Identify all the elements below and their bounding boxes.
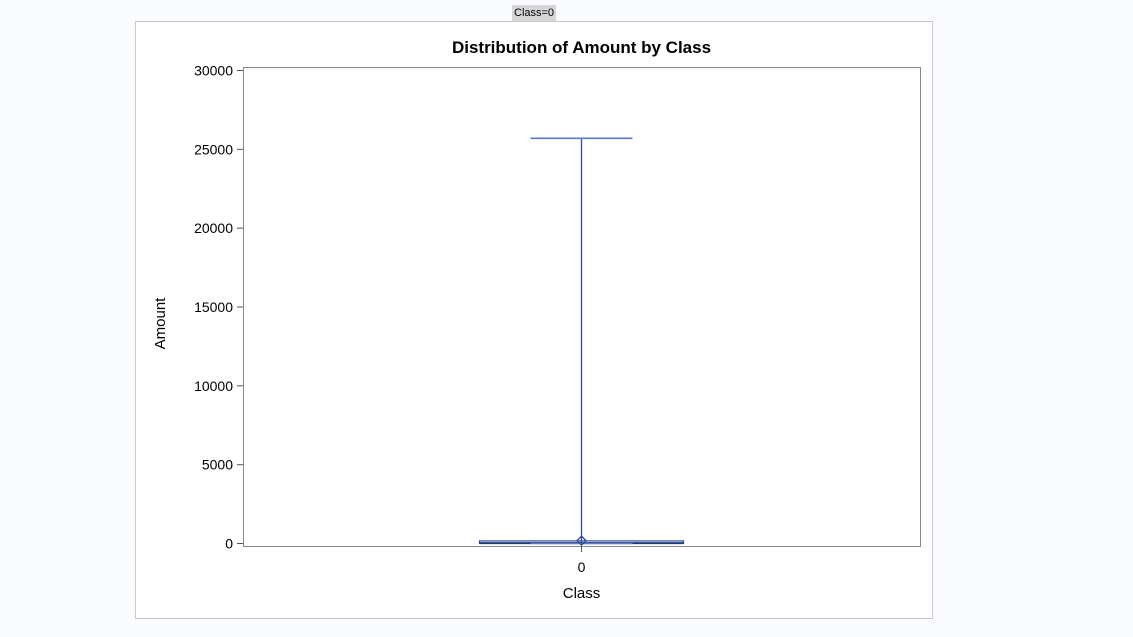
mean-marker bbox=[576, 535, 587, 547]
y-tick-label: 5000 bbox=[202, 457, 233, 473]
y-axis-label: Amount bbox=[152, 297, 169, 350]
x-axis-label: Class bbox=[563, 585, 601, 602]
page-label: Class=0 bbox=[512, 5, 557, 21]
y-tick-label: 0 bbox=[225, 536, 233, 552]
x-axis: 0 bbox=[578, 546, 586, 575]
y-axis: 0 5000 10000 15000 20000 25000 30000 bbox=[194, 63, 243, 552]
graph-frame: Distribution of Amount by Class 0 5000 100… bbox=[135, 21, 933, 619]
box-plot-chart: Distribution of Amount by Class 0 5000 100… bbox=[152, 38, 921, 602]
y-tick-label: 20000 bbox=[194, 220, 233, 236]
y-tick-label: 10000 bbox=[194, 378, 233, 394]
box-group bbox=[478, 137, 685, 547]
x-tick-label: 0 bbox=[578, 559, 586, 575]
y-tick-label: 30000 bbox=[194, 63, 233, 79]
box-item bbox=[478, 137, 685, 547]
chart-title: Distribution of Amount by Class bbox=[452, 38, 711, 57]
y-tick-label: 25000 bbox=[194, 141, 233, 157]
y-tick-label: 15000 bbox=[194, 299, 233, 315]
